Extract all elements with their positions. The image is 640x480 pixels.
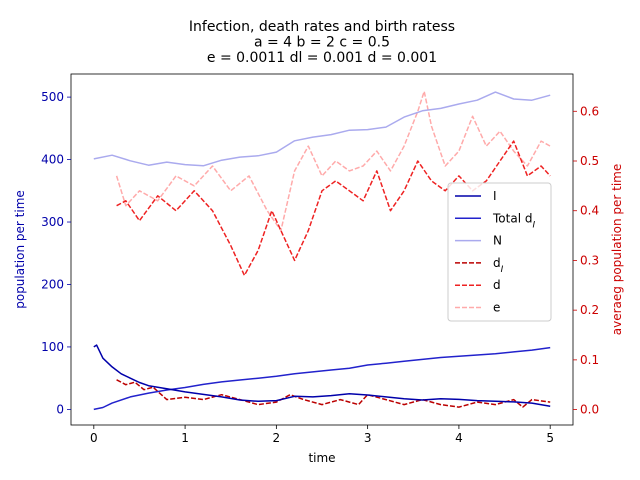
right-y-axis-label: averaeg population per time (610, 164, 624, 335)
x-tick-label: 4 (455, 431, 463, 445)
right-y-tick-label: 0.2 (580, 303, 599, 317)
axes-frame (70, 73, 574, 426)
series-line-dI (116, 379, 551, 408)
x-tick-label: 2 (273, 431, 281, 445)
right-y-tick-label: 0.4 (580, 204, 599, 218)
left-y-axis-label: population per time (13, 190, 27, 309)
x-axis-label: time (308, 451, 335, 465)
right-y-tick-label: 0.1 (580, 353, 599, 367)
left-y-tick-label: 200 (41, 277, 64, 291)
title-line-2: a = 4 b = 2 c = 0.5 (254, 35, 390, 51)
legend-label-I: I (493, 189, 497, 203)
right-y-axis: 0.0 0.1 0.2 0.3 0.4 0.5 0.6 (573, 104, 599, 417)
legend-label-e: e (493, 301, 500, 315)
series-line-TotalDI (93, 346, 551, 411)
x-axis: 0 1 2 3 4 5 (90, 425, 554, 445)
chart-title: Infection, death rates and birth ratessa… (189, 19, 455, 66)
series-line-I (93, 344, 551, 408)
right-y-tick-label: 0.6 (580, 104, 599, 118)
plot-area (93, 90, 551, 411)
left-y-tick-label: 500 (41, 90, 64, 104)
title-line-3: e = 0.0011 dl = 0.001 d = 0.001 (207, 50, 437, 66)
legend-label-d: d (493, 278, 501, 292)
series-line-e (115, 90, 551, 232)
legend-box (447, 182, 552, 322)
legend-label-N: N (493, 234, 502, 248)
left-y-tick-label: 100 (41, 340, 64, 354)
x-tick-label: 0 (90, 431, 98, 445)
left-y-tick-label: 300 (41, 215, 64, 229)
x-tick-label: 5 (546, 431, 554, 445)
left-y-axis: 0 100 200 300 400 500 (41, 90, 71, 416)
right-y-tick-label: 0.3 (580, 253, 599, 267)
series-line-N (93, 91, 551, 167)
left-y-tick-label: 400 (41, 153, 64, 167)
legend-label-dI: dI (493, 256, 504, 275)
x-tick-label: 3 (364, 431, 372, 445)
right-y-tick-label: 0.5 (580, 154, 599, 168)
left-y-tick-label: 0 (56, 402, 64, 416)
right-y-tick-label: 0.0 (580, 403, 599, 417)
x-tick-label: 1 (181, 431, 189, 445)
title-line-1: Infection, death rates and birth ratess (189, 19, 455, 35)
